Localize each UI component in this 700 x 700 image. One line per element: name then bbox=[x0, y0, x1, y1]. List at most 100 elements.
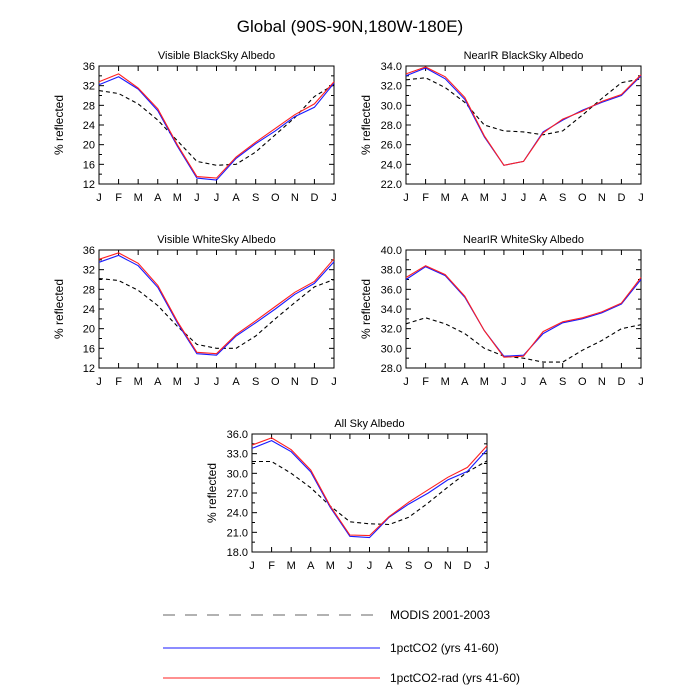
y-tick-label: 21.0 bbox=[227, 527, 248, 539]
x-tick-label: M bbox=[441, 192, 450, 204]
x-tick-label: A bbox=[461, 192, 469, 204]
x-tick-label: M bbox=[480, 192, 489, 204]
y-tick-label: 24.0 bbox=[227, 508, 248, 520]
x-tick-label: M bbox=[480, 376, 489, 388]
legend-label-3: 1pctCO2-rad (yrs 41-60) bbox=[390, 671, 520, 685]
y-tick-label: 40.0 bbox=[381, 245, 402, 257]
panel-2: NearIR BlackSky Albedo 22.0 24.0 26.0 28.0 30… bbox=[359, 50, 644, 204]
x-tick-label: A bbox=[539, 192, 547, 204]
y-tick-label: 32 bbox=[83, 81, 95, 93]
x-tick-label: D bbox=[617, 376, 625, 388]
x-tick-label: M bbox=[173, 376, 182, 388]
y-tick-label: 20 bbox=[83, 324, 95, 336]
x-tick-label: J bbox=[501, 376, 507, 388]
x-tick-label: A bbox=[307, 560, 315, 572]
panel-title: Visible BlackSky Albedo bbox=[158, 50, 275, 62]
x-tick-label: D bbox=[310, 376, 318, 388]
series-line-3 bbox=[98, 252, 335, 355]
y-tick-label: 34.0 bbox=[381, 61, 402, 73]
x-tick-label: M bbox=[326, 560, 335, 572]
panel-5: All Sky Albedo 18.0 21.0 24.0 27.0 30.0 33.0 36… bbox=[205, 418, 490, 572]
x-tick-label: J bbox=[194, 376, 200, 388]
x-tick-label: D bbox=[310, 192, 318, 204]
x-tick-label: M bbox=[134, 192, 143, 204]
x-tick-label: S bbox=[252, 376, 259, 388]
x-tick-label: S bbox=[559, 192, 566, 204]
x-tick-label: N bbox=[598, 192, 606, 204]
series-line-1 bbox=[405, 77, 642, 136]
y-tick-label: 30.0 bbox=[227, 468, 248, 480]
y-tick-label: 24 bbox=[83, 120, 95, 132]
series-line-2 bbox=[405, 67, 642, 166]
x-tick-label: A bbox=[385, 560, 393, 572]
y-tick-label: 30.0 bbox=[381, 100, 402, 112]
x-tick-label: S bbox=[559, 376, 566, 388]
y-tick-label: 20 bbox=[83, 140, 95, 152]
y-tick-label: 36 bbox=[83, 245, 95, 257]
x-tick-label: J bbox=[214, 376, 220, 388]
x-tick-label: J bbox=[403, 376, 409, 388]
y-tick-label: 24.0 bbox=[381, 159, 402, 171]
x-tick-label: N bbox=[291, 376, 299, 388]
series-line-3 bbox=[405, 265, 642, 358]
plot-frame bbox=[405, 65, 642, 185]
x-tick-label: M bbox=[173, 192, 182, 204]
x-tick-label: J bbox=[521, 192, 527, 204]
x-tick-label: J bbox=[367, 560, 373, 572]
y-tick-label: 26.0 bbox=[381, 140, 402, 152]
plot-frame bbox=[251, 433, 488, 553]
y-tick-label: 12 bbox=[83, 179, 95, 191]
y-tick-label: 18.0 bbox=[227, 547, 248, 559]
x-tick-label: J bbox=[484, 560, 490, 572]
y-axis-label: % reflected bbox=[359, 95, 373, 155]
legend-label-1: MODIS 2001-2003 bbox=[390, 608, 490, 622]
x-tick-label: F bbox=[115, 192, 122, 204]
x-tick-label: O bbox=[424, 560, 433, 572]
series-line-1 bbox=[98, 84, 335, 166]
x-tick-label: N bbox=[598, 376, 606, 388]
x-tick-label: J bbox=[347, 560, 353, 572]
x-tick-label: F bbox=[115, 376, 122, 388]
x-tick-label: O bbox=[271, 192, 280, 204]
x-tick-label: F bbox=[422, 376, 429, 388]
y-tick-label: 27.0 bbox=[227, 488, 248, 500]
x-tick-label: A bbox=[539, 376, 547, 388]
y-tick-label: 28.0 bbox=[381, 363, 402, 375]
y-axis-label: % reflected bbox=[52, 279, 66, 339]
x-tick-label: D bbox=[617, 192, 625, 204]
y-axis-label: % reflected bbox=[205, 463, 219, 523]
x-tick-label: O bbox=[578, 192, 587, 204]
x-tick-label: J bbox=[521, 376, 527, 388]
panel-title: NearIR BlackSky Albedo bbox=[464, 50, 584, 62]
x-tick-label: J bbox=[331, 376, 337, 388]
series-line-3 bbox=[98, 73, 335, 179]
series-line-2 bbox=[98, 76, 335, 181]
y-tick-label: 36.0 bbox=[381, 284, 402, 296]
panel-title: Visible WhiteSky Albedo bbox=[157, 234, 275, 246]
y-tick-label: 33.0 bbox=[227, 449, 248, 461]
x-tick-label: J bbox=[403, 192, 409, 204]
y-tick-label: 38.0 bbox=[381, 265, 402, 277]
series-line-3 bbox=[251, 437, 488, 537]
panel-title: NearIR WhiteSky Albedo bbox=[463, 234, 584, 246]
x-tick-label: S bbox=[405, 560, 412, 572]
series-line-3 bbox=[405, 66, 642, 166]
x-tick-label: J bbox=[96, 192, 102, 204]
panel-title: All Sky Albedo bbox=[334, 418, 404, 430]
y-tick-label: 16 bbox=[83, 343, 95, 355]
x-tick-label: J bbox=[638, 376, 644, 388]
y-tick-label: 32.0 bbox=[381, 324, 402, 336]
y-tick-label: 22.0 bbox=[381, 179, 402, 191]
x-tick-label: J bbox=[249, 560, 255, 572]
x-tick-label: M bbox=[441, 376, 450, 388]
y-tick-label: 34.0 bbox=[381, 304, 402, 316]
x-tick-label: J bbox=[331, 192, 337, 204]
series-line-2 bbox=[405, 266, 642, 357]
figure-title: Global (90S-90N,180W-180E) bbox=[237, 17, 463, 36]
series-line-1 bbox=[252, 460, 488, 526]
x-tick-label: F bbox=[422, 192, 429, 204]
x-tick-label: J bbox=[96, 376, 102, 388]
